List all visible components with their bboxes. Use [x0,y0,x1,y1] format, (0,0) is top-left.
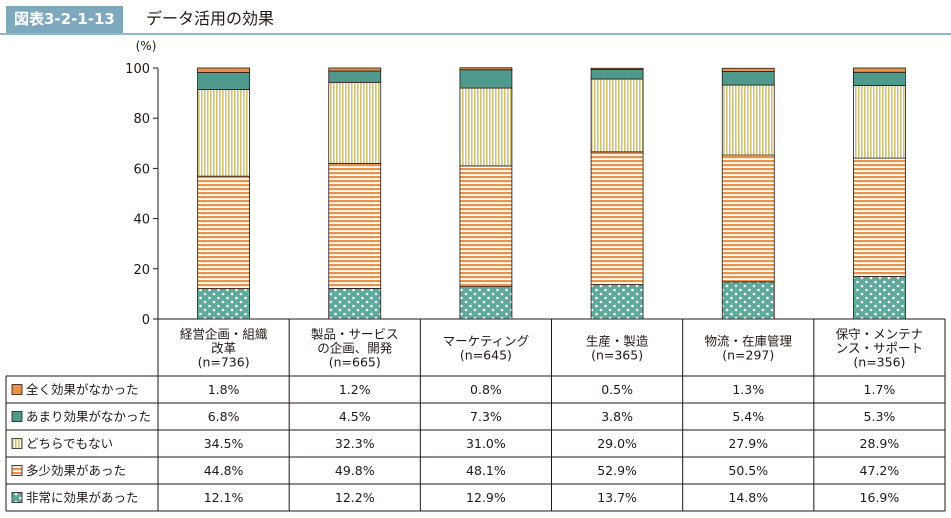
figure-header: 図表3-2-1-13 データ活用の効果 [0,0,951,36]
category-label: (n=736) [198,355,250,370]
category-label: 物流・在庫管理 [704,334,792,349]
series-label: どちらでもない [26,436,113,451]
data-label: 0.8% [470,382,502,397]
data-label: 4.5% [339,409,371,424]
category-label: 製品・サービス [311,327,399,342]
bar-segment [721,67,775,72]
bar-segment [328,70,382,83]
data-label: 7.3% [470,409,502,424]
bar-segment [590,69,644,80]
bar-segment [328,287,382,320]
bar-segment [590,151,644,286]
legend-swatch [11,384,23,395]
bar-segment [853,67,906,73]
bar-segment [853,85,906,159]
y-axis-unit: (%) [136,39,157,53]
legend-swatch [11,492,23,503]
category-label: マーケティング [443,334,530,349]
data-label: 49.8% [335,463,375,478]
data-label: 0.5% [601,382,633,397]
data-label: 12.2% [335,490,375,505]
data-label: 52.9% [597,463,637,478]
data-label: 1.8% [208,382,240,397]
category-label: (n=365) [591,348,643,363]
data-label: 48.1% [466,463,506,478]
legend-swatch [11,465,23,476]
y-tick-label: 20 [133,263,150,278]
y-tick-label: 100 [125,62,150,77]
legend-swatch [11,438,23,449]
bar-segment [197,175,250,290]
y-tick-label: 60 [133,162,150,177]
category-label: (n=645) [460,348,512,363]
category-label: 経営企画・組織 [180,327,268,342]
data-label: 12.1% [204,490,244,505]
data-label: 44.8% [204,463,244,478]
category-label: 改革 [211,341,236,356]
category-label: (n=356) [853,355,905,370]
bar-segment [328,162,382,289]
category-label: ンス・サポート [836,341,923,356]
bar-segment [197,288,250,320]
y-tick-label: 40 [133,213,150,228]
bar-segment [459,286,513,320]
category-label: 生産・製造 [586,334,649,349]
series-label: 全く効果がなかった [26,382,139,397]
data-label: 29.0% [597,436,637,451]
data-label: 34.5% [204,436,244,451]
category-label: 保守・メンテナ [836,327,924,342]
data-label: 6.8% [208,409,240,424]
bar-segment [853,157,906,277]
category-label: (n=665) [329,355,381,370]
bar-segment [328,67,382,72]
data-label: 32.3% [335,436,375,451]
bar-segment [197,72,250,90]
data-label: 5.4% [732,409,764,424]
y-tick-label: 80 [133,112,150,127]
data-label: 5.3% [864,409,896,424]
bar-segment [197,89,250,177]
series-label: 非常に効果があった [26,490,139,505]
data-label: 16.9% [860,490,900,505]
bar-segment [721,84,775,156]
data-label: 1.3% [732,382,764,397]
category-label: の企画、開発 [317,341,393,356]
bar-segment [853,276,906,320]
bar-segment [459,87,513,167]
header-rule [0,33,951,35]
bar-segment [459,67,513,71]
bar-segment [853,71,906,86]
data-label: 27.9% [728,436,768,451]
bar-segment [459,165,513,288]
bar-segment [197,67,250,73]
data-label: 12.9% [466,490,506,505]
data-label: 13.7% [597,490,637,505]
data-label: 31.0% [466,436,506,451]
bar-segment [328,81,382,164]
bar-segment [721,154,775,283]
figure-number-badge: 図表3-2-1-13 [6,6,123,33]
category-label: (n=297) [722,348,774,363]
data-label: 3.8% [601,409,633,424]
bar-segment [590,78,644,153]
bar-segment [459,69,513,89]
series-label: 多少効果があった [26,463,126,478]
bars [197,67,906,320]
bar-segment [590,284,644,320]
data-label: 28.9% [860,436,900,451]
bar-segment [721,281,775,320]
series-label: あまり効果がなかった [26,409,151,424]
data-label: 1.2% [339,382,371,397]
data-label: 14.8% [728,490,768,505]
bar-segment [721,71,775,86]
bar-segment [590,67,644,70]
data-label: 50.5% [728,463,768,478]
y-tick-label: 0 [142,313,150,328]
figure-title: データ活用の効果 [146,9,275,28]
data-label: 1.7% [864,382,896,397]
data-label: 47.2% [860,463,900,478]
legend-swatch [11,411,23,422]
